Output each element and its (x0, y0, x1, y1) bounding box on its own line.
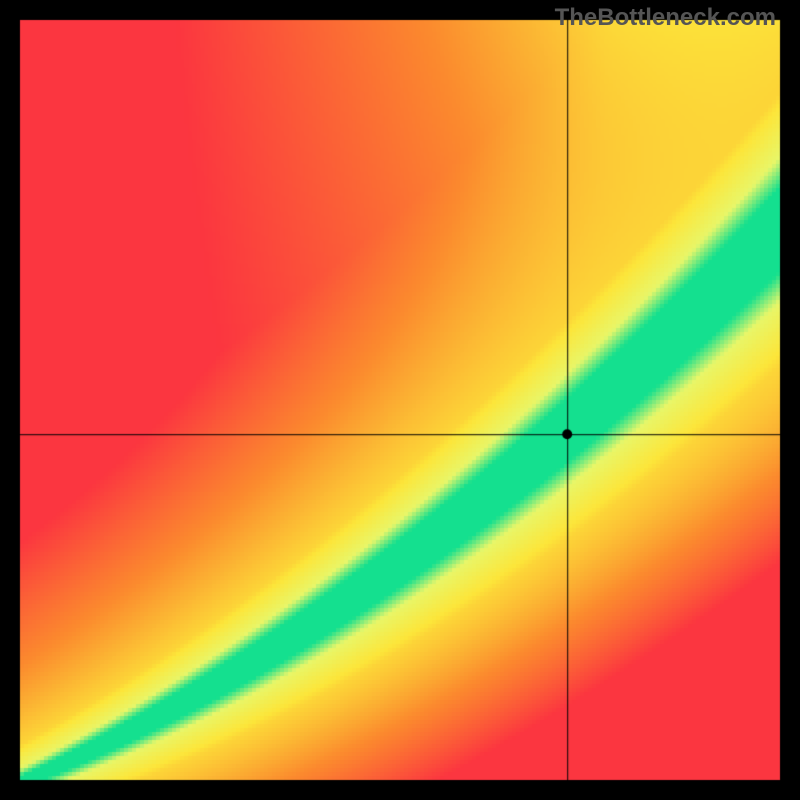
watermark-label: TheBottleneck.com (555, 4, 776, 32)
chart-container: TheBottleneck.com (0, 0, 800, 800)
heatmap-canvas (0, 0, 800, 800)
